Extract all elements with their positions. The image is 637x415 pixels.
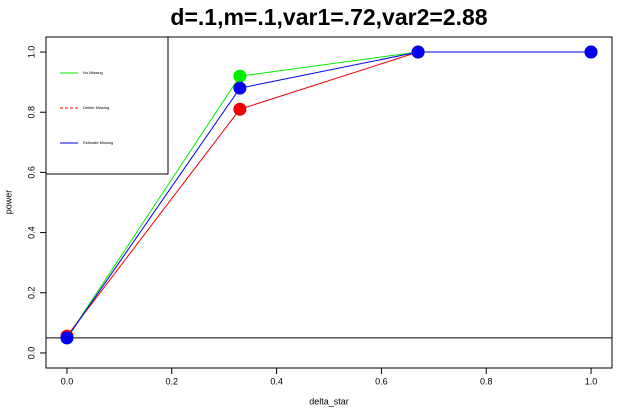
y-tick-label: 0.0: [26, 347, 36, 360]
series-line: [66, 51, 592, 339]
data-point: [233, 69, 247, 83]
plot-frame: [45, 36, 613, 369]
chart-title: d=.1,m=.1,var1=.72,var2=2.88: [170, 4, 487, 30]
y-tick-label: 0.2: [26, 287, 36, 300]
legend-label: No Missing: [83, 70, 103, 75]
series-line: [66, 51, 592, 337]
data-point: [411, 45, 425, 59]
x-tick-label: 0.4: [270, 376, 283, 386]
data-point: [584, 45, 598, 59]
x-tick-label: 0.8: [480, 376, 493, 386]
x-tick-label: 0.6: [375, 376, 388, 386]
y-tick-label: 1.0: [26, 46, 36, 59]
x-axis-label: delta_star: [309, 396, 349, 406]
x-tick-label: 1.0: [585, 376, 598, 386]
x-tick-label: 0.2: [166, 376, 179, 386]
data-point: [60, 331, 74, 345]
y-tick-label: 0.4: [26, 226, 36, 239]
data-point: [233, 102, 247, 116]
y-axis-label: power: [3, 190, 13, 215]
data-point: [233, 81, 247, 95]
legend-label: Estimate Missing: [83, 140, 113, 145]
y-tick-label: 0.8: [26, 106, 36, 119]
x-tick-label: 0.0: [61, 376, 74, 386]
series-line: [66, 51, 592, 339]
y-tick-label: 0.6: [26, 166, 36, 179]
legend-label: Delete Missing: [83, 105, 109, 110]
legend-box: [45, 36, 169, 175]
